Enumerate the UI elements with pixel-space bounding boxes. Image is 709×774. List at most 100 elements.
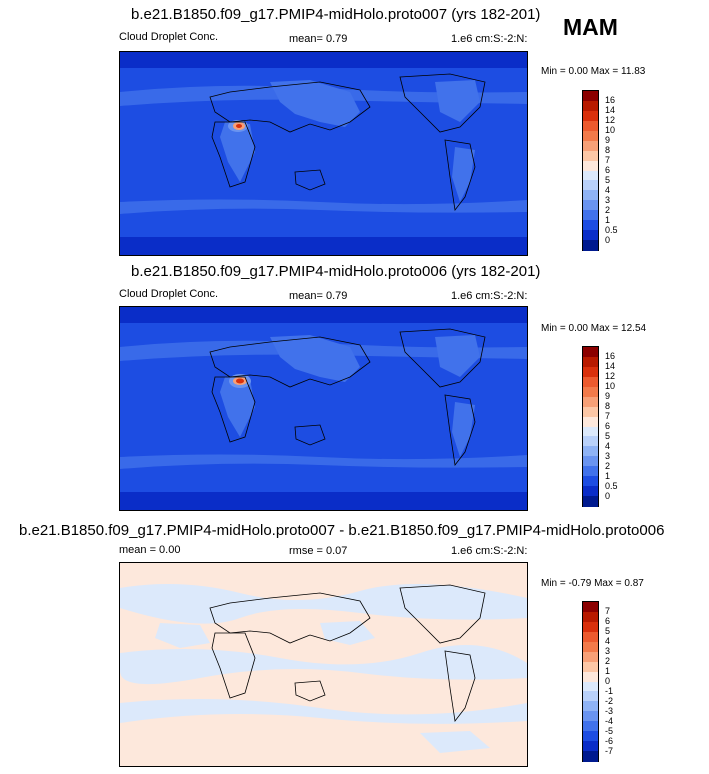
panel3-minmax-label: Min = -0.79 Max = 0.87 bbox=[541, 578, 644, 589]
colorbar-tick-label: 10 bbox=[605, 125, 616, 136]
colorbar-swatch bbox=[583, 476, 598, 487]
colorbar-tick-label: -3 bbox=[605, 705, 614, 716]
colorbar-tick-label: 9 bbox=[605, 135, 611, 146]
panel1-colorbar-box bbox=[582, 90, 599, 251]
panel2-units-label: 1.e6 cm:S:-2:N: bbox=[451, 290, 528, 302]
colorbar-tick-label: 0 bbox=[605, 490, 611, 501]
colorbar-swatch bbox=[583, 651, 598, 663]
panel1-title: b.e21.B1850.f09_g17.PMIP4-midHolo.proto0… bbox=[131, 6, 541, 23]
colorbar-swatch bbox=[583, 621, 598, 633]
colorbar-swatch bbox=[583, 681, 598, 692]
colorbar-tick-label: 3 bbox=[605, 194, 611, 205]
colorbar-tick-label: 14 bbox=[605, 105, 616, 116]
negative-band-north bbox=[120, 583, 527, 624]
colorbar-swatch bbox=[583, 347, 598, 358]
panel1-units-label: 1.e6 cm:S:-2:N: bbox=[451, 33, 528, 45]
colorbar-tick-label: -4 bbox=[605, 715, 614, 726]
panel2-minmax-label: Min = 0.00 Max = 12.54 bbox=[541, 323, 647, 334]
south-america-field bbox=[452, 402, 475, 457]
colorbar-tick-label: 3 bbox=[605, 450, 611, 461]
panel3-colorbar-box bbox=[582, 601, 599, 762]
colorbar-swatch bbox=[583, 110, 598, 122]
asia-field bbox=[270, 335, 360, 382]
east-asia-hotspot bbox=[236, 124, 242, 128]
colorbar-swatch bbox=[583, 731, 598, 742]
colorbar-tick-label: 2 bbox=[605, 656, 611, 667]
colorbar-swatch bbox=[583, 602, 598, 613]
negative-patch-2 bbox=[320, 621, 375, 645]
east-asia-hotspot bbox=[236, 378, 244, 384]
colorbar-tick-label: 0 bbox=[605, 676, 611, 686]
coastlines bbox=[209, 73, 486, 211]
colorbar-tick-label: 8 bbox=[605, 401, 611, 412]
colorbar-tick-label: 10 bbox=[605, 381, 616, 392]
colorbar-tick-label: 0 bbox=[605, 234, 611, 245]
panel1-variable-label: Cloud Droplet Conc. bbox=[119, 31, 219, 43]
colorbar-swatch bbox=[583, 661, 598, 673]
colorbar-swatch bbox=[583, 406, 598, 418]
colorbar-swatch bbox=[583, 240, 598, 251]
colorbar-swatch bbox=[583, 130, 598, 142]
colorbar-tick-label: 6 bbox=[605, 421, 611, 431]
colorbar-tick-label: 7 bbox=[605, 606, 611, 617]
colorbar-swatch bbox=[583, 376, 598, 388]
panel3-title: b.e21.B1850.f09_g17.PMIP4-midHolo.proto0… bbox=[19, 522, 665, 539]
colorbar-swatch bbox=[583, 100, 598, 112]
colorbar-swatch bbox=[583, 701, 598, 712]
colorbar-swatch bbox=[583, 641, 598, 653]
negative-patch-3 bbox=[420, 731, 490, 753]
colorbar-tick-label: 2 bbox=[605, 204, 611, 215]
colorbar-tick-label: 4 bbox=[605, 636, 611, 647]
negative-patch-1 bbox=[155, 623, 210, 648]
panel1-minmax-label: Min = 0.00 Max = 11.83 bbox=[541, 66, 646, 77]
colorbar-swatch bbox=[583, 446, 598, 457]
colorbar-swatch bbox=[583, 436, 598, 447]
colorbar-tick-label: 0.5 bbox=[605, 480, 618, 491]
colorbar-swatch bbox=[583, 611, 598, 623]
colorbar-tick-label: 6 bbox=[605, 616, 611, 627]
colorbar-tick-label: 3 bbox=[605, 646, 611, 657]
colorbar-tick-label: 1 bbox=[605, 666, 611, 677]
arctic-band bbox=[120, 52, 527, 68]
panel3-units-label: 1.e6 cm:S:-2:N: bbox=[451, 545, 528, 557]
colorbar-swatch bbox=[583, 140, 598, 152]
colorbar-swatch bbox=[583, 230, 598, 241]
colorbar-swatch bbox=[583, 120, 598, 132]
colorbar-swatch bbox=[583, 150, 598, 162]
coastlines bbox=[209, 328, 486, 466]
southern-storm-track bbox=[120, 199, 527, 214]
colorbar-swatch bbox=[583, 356, 598, 368]
colorbar-tick-label: 12 bbox=[605, 371, 616, 382]
colorbar-tick-label: 5 bbox=[605, 430, 611, 441]
colorbar-swatch bbox=[583, 426, 598, 437]
colorbar-swatch bbox=[583, 190, 598, 201]
panel2-mean-label: mean= 0.79 bbox=[289, 290, 348, 302]
colorbar-swatch bbox=[583, 691, 598, 702]
colorbar-swatch bbox=[583, 486, 598, 497]
colorbar-tick-label: -2 bbox=[605, 695, 614, 706]
colorbar-swatch bbox=[583, 210, 598, 221]
panel3-mean-label: mean = 0.00 bbox=[119, 544, 181, 556]
colorbar-swatch bbox=[583, 671, 598, 682]
colorbar-swatch bbox=[583, 366, 598, 378]
north-america-field bbox=[435, 80, 480, 122]
colorbar-swatch bbox=[583, 160, 598, 171]
colorbar-swatch bbox=[583, 220, 598, 231]
colorbar-tick-label: 7 bbox=[605, 155, 611, 166]
colorbar-tick-label: 7 bbox=[605, 411, 611, 422]
colorbar-swatch bbox=[583, 456, 598, 467]
colorbar-tick-label: 6 bbox=[605, 165, 611, 175]
antarctic-band bbox=[120, 492, 527, 510]
colorbar-tick-label: 5 bbox=[605, 174, 611, 185]
colorbar-tick-label: 8 bbox=[605, 145, 611, 156]
colorbar-swatch bbox=[583, 711, 598, 722]
asia-field bbox=[270, 80, 360, 127]
colorbar-tick-label: -5 bbox=[605, 725, 614, 736]
panel1-map bbox=[119, 51, 528, 256]
colorbar-tick-label: -1 bbox=[605, 685, 614, 696]
colorbar-tick-label: 4 bbox=[605, 440, 611, 451]
negative-band-south bbox=[120, 699, 527, 724]
colorbar-tick-label: 1 bbox=[605, 470, 611, 481]
colorbar-tick-label: -6 bbox=[605, 735, 614, 746]
africa-field bbox=[220, 122, 255, 182]
